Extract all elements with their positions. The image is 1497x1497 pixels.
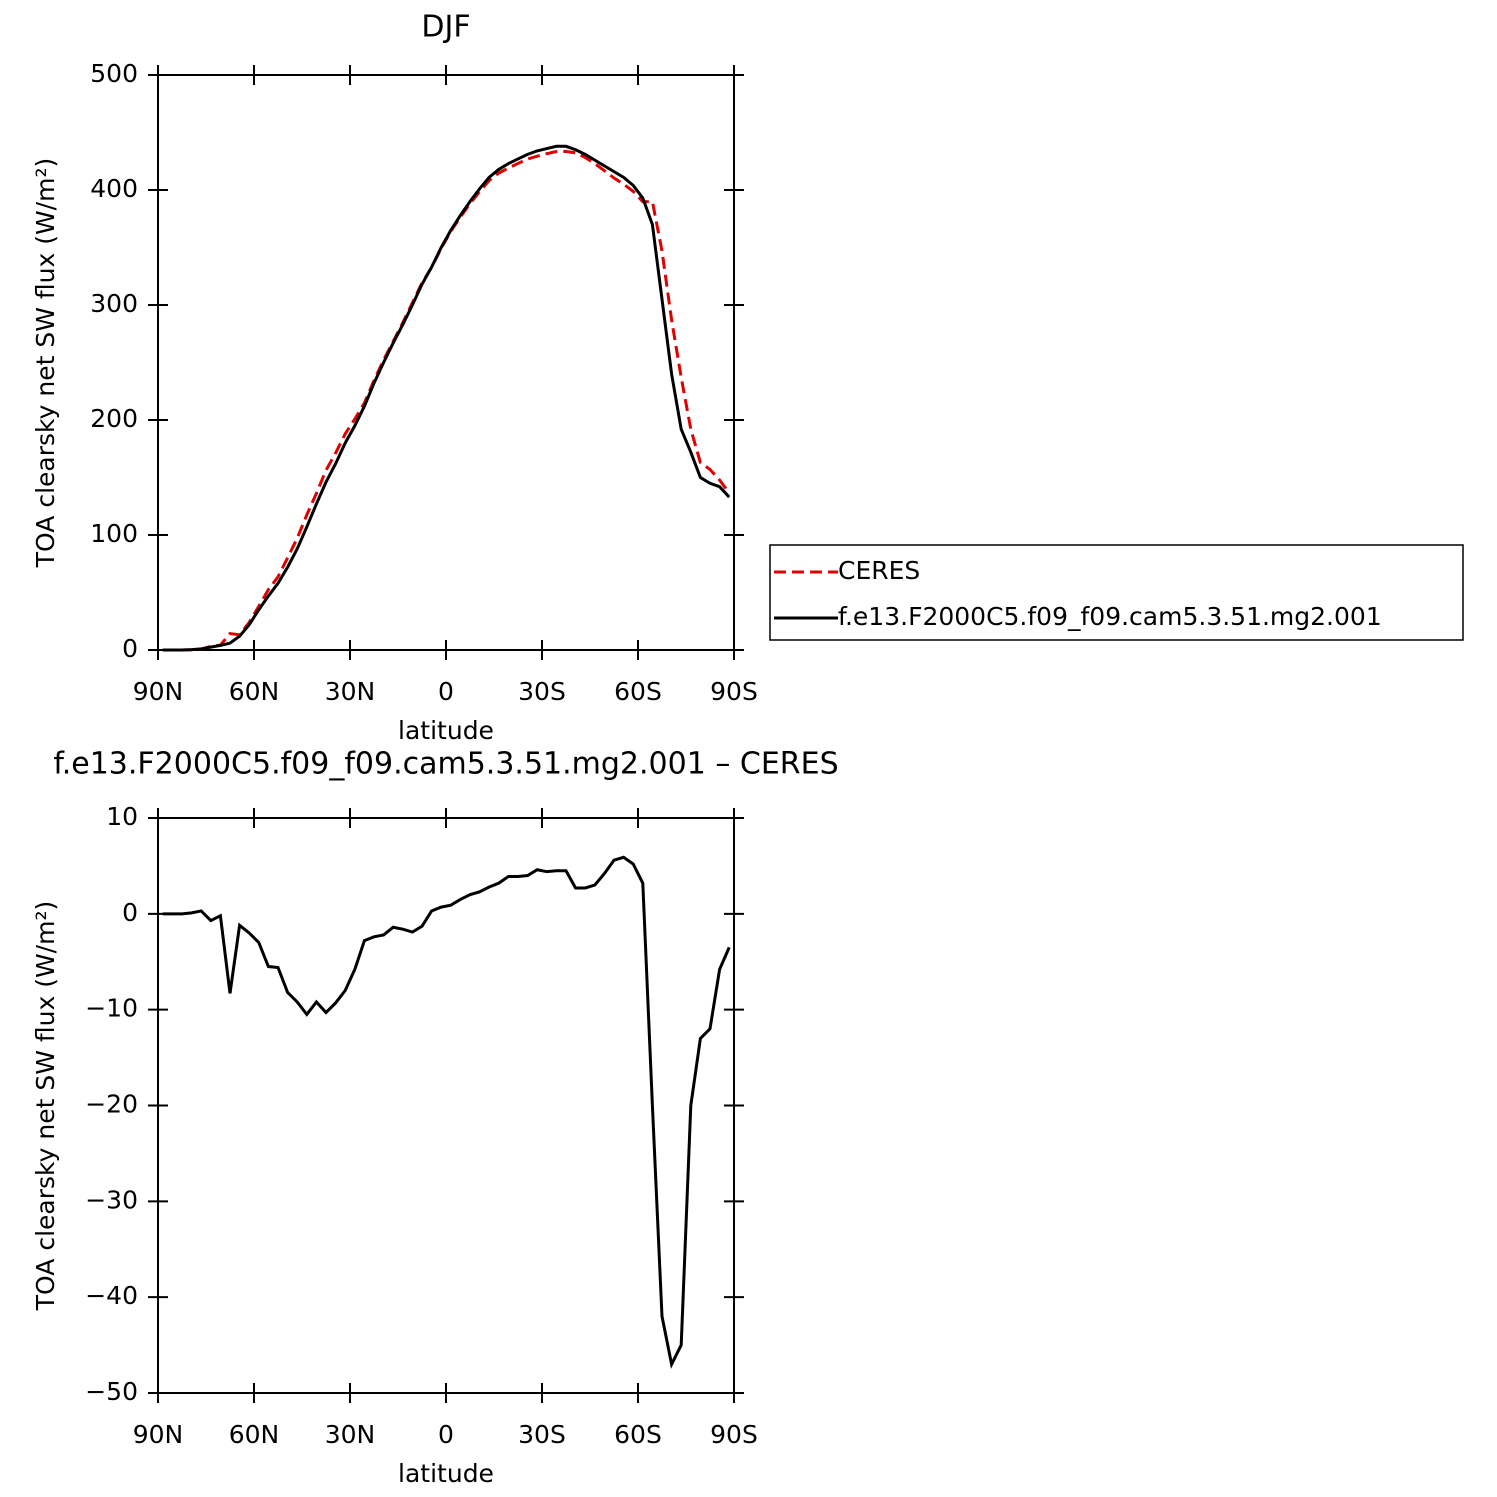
x-tick-label: 60S [614,1420,662,1449]
plot-frame [157,74,735,651]
y-tick-label: 0 [122,634,138,663]
y-tick-label: −50 [85,1377,138,1406]
x-tick-label: 30N [325,677,376,706]
y-tick-label: 0 [122,898,138,927]
chart-title: DJF [421,10,470,45]
x-tick-label: 60N [229,677,280,706]
chart-panel: f.e13.F2000C5.f09_f09.cam5.3.51.mg2.001 … [31,747,839,1489]
y-tick-label: 500 [90,59,138,88]
y-axis-label: TOA clearsky net SW flux (W/m²) [31,901,60,1311]
y-tick-label: 10 [106,802,138,831]
x-tick-label: 90S [710,1420,758,1449]
x-tick-label: 90N [133,1420,184,1449]
series-line [162,855,731,1369]
x-tick-label: 60N [229,1420,280,1449]
y-axis-label: TOA clearsky net SW flux (W/m²) [31,158,60,568]
x-tick-label: 0 [438,1420,454,1449]
y-tick-label: 300 [90,289,138,318]
x-tick-label: 30N [325,1420,376,1449]
series-line [162,144,731,652]
y-tick-label: 100 [90,519,138,548]
y-tick-label: −30 [85,1185,138,1214]
x-tick-label: 30S [518,677,566,706]
x-tick-label: 0 [438,677,454,706]
series-line [162,149,731,652]
chart-title: f.e13.F2000C5.f09_f09.cam5.3.51.mg2.001 … [53,747,838,782]
x-axis-label: latitude [398,716,494,745]
y-tick-label: 400 [90,174,138,203]
x-tick-label: 60S [614,677,662,706]
x-tick-label: 90S [710,677,758,706]
plot-frame [157,817,735,1394]
legend-label: CERES [838,556,920,585]
y-tick-label: −10 [85,994,138,1023]
chart-panel: DJF 0 100 200 300 400 500 90N 60N 30N 0 30S 60S 90S la… [31,10,1464,745]
x-tick-label: 90N [133,677,184,706]
legend-label: f.e13.F2000C5.f09_f09.cam5.3.51.mg2.001 [838,602,1382,631]
y-tick-label: 200 [90,404,138,433]
y-tick-label: −40 [85,1281,138,1310]
x-tick-label: 30S [518,1420,566,1449]
legend-box [769,544,1464,641]
x-axis-label: latitude [398,1459,494,1488]
y-tick-label: −20 [85,1090,138,1119]
